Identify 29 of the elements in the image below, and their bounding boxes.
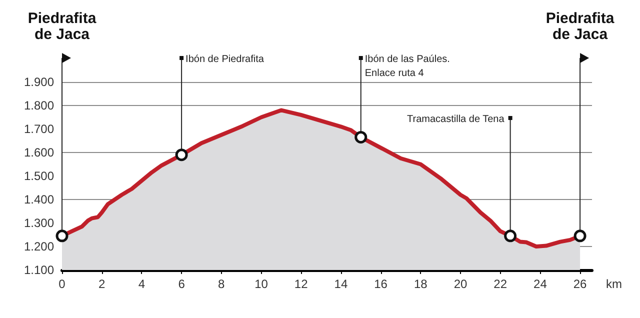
x-tick-label: 24 — [534, 277, 548, 291]
x-tick-label: 18 — [414, 277, 428, 291]
ref-line-label: Piedrafita de Jaca — [546, 10, 615, 43]
x-axis-title: km — [606, 277, 622, 291]
annotation: Tramacastilla de Tena — [407, 114, 505, 125]
y-tick-label: 1.100 — [24, 263, 54, 277]
y-tick-label: 1.500 — [24, 169, 54, 183]
y-tick-label: 1.400 — [24, 192, 54, 206]
x-tick-label: 10 — [254, 277, 268, 291]
x-tick-label: 2 — [98, 277, 106, 291]
x-tick-label: 16 — [374, 277, 388, 291]
x-tick-label: 4 — [138, 277, 146, 291]
annotation: Ibón de las Paúles. Enlace ruta 4 — [364, 54, 450, 79]
x-tick-label: 14 — [334, 277, 348, 291]
y-tick-label: 1.900 — [24, 75, 54, 89]
x-tick-label: 12 — [294, 277, 308, 291]
y-tick-label: 1.600 — [24, 146, 54, 160]
x-tick-label: 6 — [178, 277, 186, 291]
y-tick-label: 1.700 — [24, 122, 54, 136]
x-tick-label: 22 — [494, 277, 508, 291]
y-tick-label: 1.200 — [24, 240, 54, 254]
y-tick-label: 1.300 — [24, 216, 54, 230]
x-tick-label: 26 — [573, 277, 588, 291]
y-tick-label: 1.800 — [24, 98, 54, 112]
x-tick-label: 0 — [58, 277, 66, 291]
ref-line-label: Piedrafita de Jaca — [28, 10, 97, 43]
x-tick-label: 8 — [218, 277, 226, 291]
annotation: Ibón de Piedrafita — [186, 54, 264, 65]
x-tick-label: 20 — [454, 277, 468, 291]
